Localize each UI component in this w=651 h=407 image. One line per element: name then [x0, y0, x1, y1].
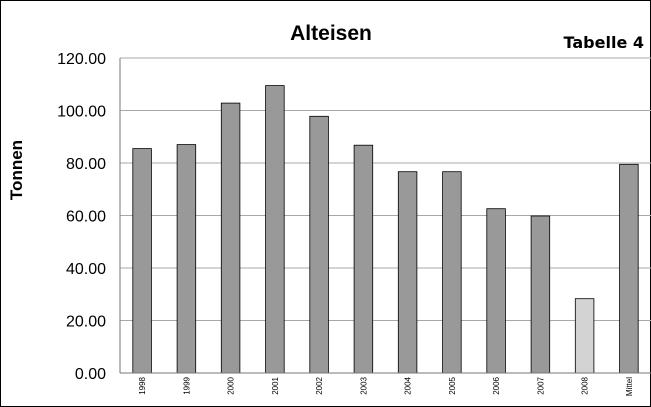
x-tick-label: 2006 [492, 376, 501, 394]
x-tick-label: 2000 [227, 376, 236, 394]
x-tick-label: 2005 [448, 376, 457, 394]
bar-1999 [176, 144, 197, 374]
x-tick-label: 1998 [138, 376, 147, 394]
y-tick-label: 20.00 [66, 314, 106, 331]
x-tick-label: 2008 [581, 376, 590, 394]
bar-2008 [574, 298, 595, 374]
x-tick-label: 2007 [536, 376, 545, 394]
chart-title: Alteisen [290, 22, 372, 45]
y-tick-label: 0.00 [75, 366, 106, 383]
bars [132, 85, 639, 374]
bar-mittel [619, 163, 639, 374]
bar-2000 [220, 102, 241, 374]
x-tick-label: 2002 [315, 376, 324, 394]
bar-2001 [265, 85, 285, 374]
y-tick-label: 80.00 [66, 156, 106, 173]
bar-2003 [353, 144, 374, 374]
y-tick-labels: 0.00 20.00 40.00 60.00 80.00 100.00 120.00 [57, 51, 106, 383]
y-tick-label: 40.00 [66, 261, 106, 278]
bar-1998 [132, 148, 152, 374]
bar-2002 [309, 115, 329, 374]
bar-2006 [486, 208, 506, 374]
x-tick-label: 1999 [182, 376, 191, 394]
x-tick-label: 2001 [271, 376, 280, 394]
x-tick-label: Mittel [625, 377, 634, 396]
bar-2007 [530, 215, 551, 374]
y-axis-label: Tonnen [7, 140, 26, 200]
grid-lines [120, 57, 651, 321]
y-tick-label: 60.00 [66, 209, 106, 226]
x-tick-label: 2003 [359, 376, 368, 394]
x-tick-labels: 1998 1999 2000 2001 2002 2003 2004 2005 2006 2007… [138, 376, 634, 396]
y-tick-label: 120.00 [57, 51, 106, 68]
axes [119, 58, 651, 374]
table-label: Tabelle 4 [564, 33, 644, 52]
bar-2005 [442, 171, 462, 374]
bar-2004 [397, 171, 418, 374]
y-tick-label: 100.00 [57, 104, 106, 121]
x-tick-label: 2004 [404, 376, 413, 394]
